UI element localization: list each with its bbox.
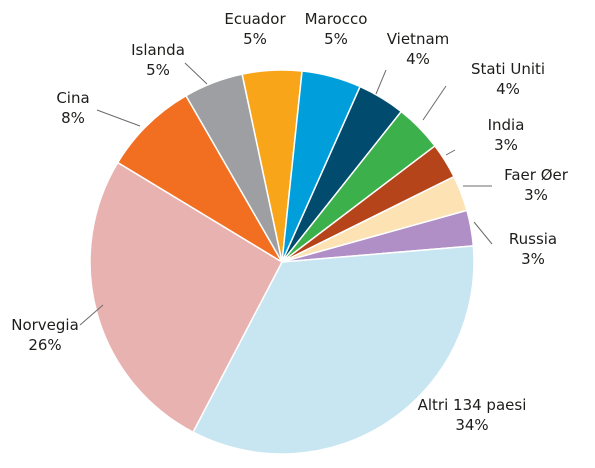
slice-value-stati-uniti: 4% — [496, 80, 520, 98]
slice-cina — [116, 94, 283, 263]
slice-value-india: 3% — [494, 136, 518, 154]
slice-value-vietnam: 4% — [406, 50, 430, 68]
pie-slices — [89, 69, 475, 455]
slice-value-islanda: 5% — [146, 61, 170, 79]
slice-label-russia: Russia — [509, 230, 557, 248]
slice-value-marocco: 5% — [324, 30, 348, 48]
slice-value-cina: 8% — [61, 109, 85, 127]
slice-label-faer-er: Faer Øer — [504, 166, 569, 184]
slice-label-cina: Cina — [56, 89, 89, 107]
slice-value-ecuador: 5% — [243, 30, 267, 48]
slice-label-ecuador: Ecuador — [224, 10, 286, 28]
leader-line-stati-uniti — [422, 85, 447, 121]
slice-value-faer-er: 3% — [524, 186, 548, 204]
slice-label-altri-134-paesi: Altri 134 paesi — [418, 396, 527, 414]
slice-label-stati-uniti: Stati Uniti — [471, 60, 545, 78]
leader-line-cina — [96, 109, 141, 127]
leader-line-russia — [473, 221, 493, 245]
slice-label-marocco: Marocco — [305, 10, 368, 28]
slice-label-india: India — [488, 116, 525, 134]
slice-label-islanda: Islanda — [131, 41, 185, 59]
slice-norvegia — [89, 161, 283, 434]
leader-line-norvegia — [79, 304, 104, 326]
slice-value-altri-134-paesi: 34% — [455, 416, 488, 434]
leader-line-islanda — [184, 62, 208, 85]
slice-value-russia: 3% — [521, 250, 545, 268]
slice-label-norvegia: Norvegia — [11, 316, 79, 334]
slice-label-vietnam: Vietnam — [387, 30, 450, 48]
leader-lines — [79, 62, 493, 326]
slice-labels: Ecuador 5% Marocco 5% Vietnam 4% Stati Uniti 4%… — [11, 10, 569, 434]
slice-islanda — [184, 73, 283, 263]
leader-line-india — [445, 149, 456, 156]
slice-value-norvegia: 26% — [28, 336, 61, 354]
leader-line-vietnam — [375, 69, 387, 95]
